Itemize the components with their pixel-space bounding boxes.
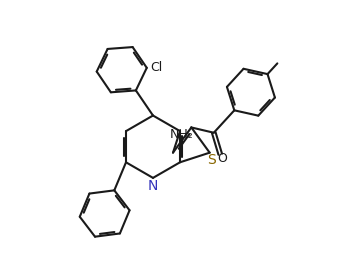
Text: N: N xyxy=(147,179,158,193)
Text: O: O xyxy=(217,152,227,165)
Text: S: S xyxy=(207,153,216,167)
Text: NH₂: NH₂ xyxy=(170,128,193,141)
Text: Cl: Cl xyxy=(150,61,162,74)
